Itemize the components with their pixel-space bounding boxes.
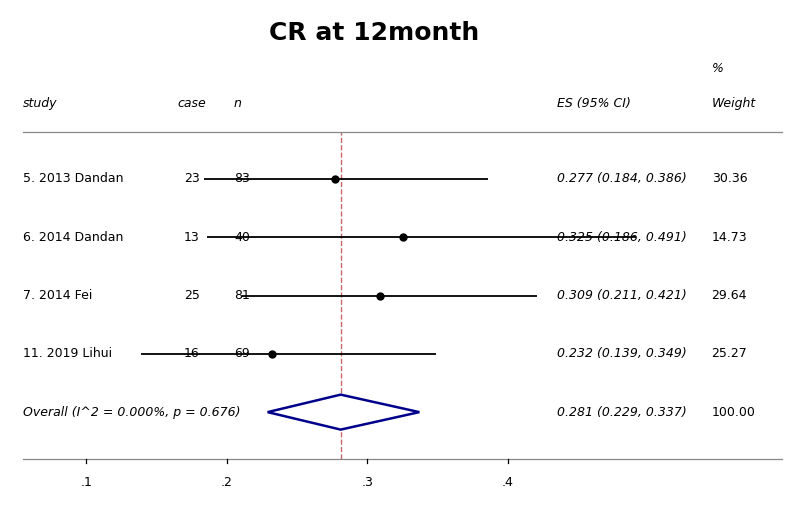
Text: 5. 2013 Dandan: 5. 2013 Dandan	[23, 172, 124, 186]
Text: 0.281 (0.229, 0.337): 0.281 (0.229, 0.337)	[557, 406, 687, 418]
Text: CR at 12month: CR at 12month	[270, 21, 480, 45]
Text: study: study	[23, 97, 58, 110]
Text: .3: .3	[361, 476, 374, 489]
Text: n: n	[234, 97, 242, 110]
Text: 0.232 (0.139, 0.349): 0.232 (0.139, 0.349)	[557, 347, 687, 360]
Text: 23: 23	[184, 172, 200, 186]
Text: .4: .4	[502, 476, 514, 489]
Text: 11. 2019 Lihui: 11. 2019 Lihui	[23, 347, 112, 360]
Text: .1: .1	[80, 476, 93, 489]
Text: ES (95% CI): ES (95% CI)	[557, 97, 631, 110]
Text: 13: 13	[184, 231, 200, 244]
Text: 40: 40	[234, 231, 250, 244]
Text: Weight: Weight	[712, 97, 756, 110]
Text: .2: .2	[221, 476, 233, 489]
Text: 30.36: 30.36	[712, 172, 747, 186]
Text: case: case	[177, 97, 206, 110]
Text: 69: 69	[234, 347, 250, 360]
Text: 83: 83	[234, 172, 250, 186]
Text: %: %	[712, 62, 724, 75]
Text: Overall (I^2 = 0.000%, p = 0.676): Overall (I^2 = 0.000%, p = 0.676)	[23, 406, 241, 418]
Text: 0.309 (0.211, 0.421): 0.309 (0.211, 0.421)	[557, 289, 687, 302]
Text: 81: 81	[234, 289, 250, 302]
Text: 7. 2014 Fei: 7. 2014 Fei	[23, 289, 93, 302]
Text: 14.73: 14.73	[712, 231, 747, 244]
Text: 16: 16	[184, 347, 200, 360]
Polygon shape	[267, 395, 419, 430]
Text: 25: 25	[184, 289, 200, 302]
Text: 0.325 (0.186, 0.491): 0.325 (0.186, 0.491)	[557, 231, 687, 244]
Text: 0.277 (0.184, 0.386): 0.277 (0.184, 0.386)	[557, 172, 687, 186]
Text: 6. 2014 Dandan: 6. 2014 Dandan	[23, 231, 123, 244]
Text: 25.27: 25.27	[712, 347, 747, 360]
Text: 29.64: 29.64	[712, 289, 747, 302]
Text: 100.00: 100.00	[712, 406, 756, 418]
